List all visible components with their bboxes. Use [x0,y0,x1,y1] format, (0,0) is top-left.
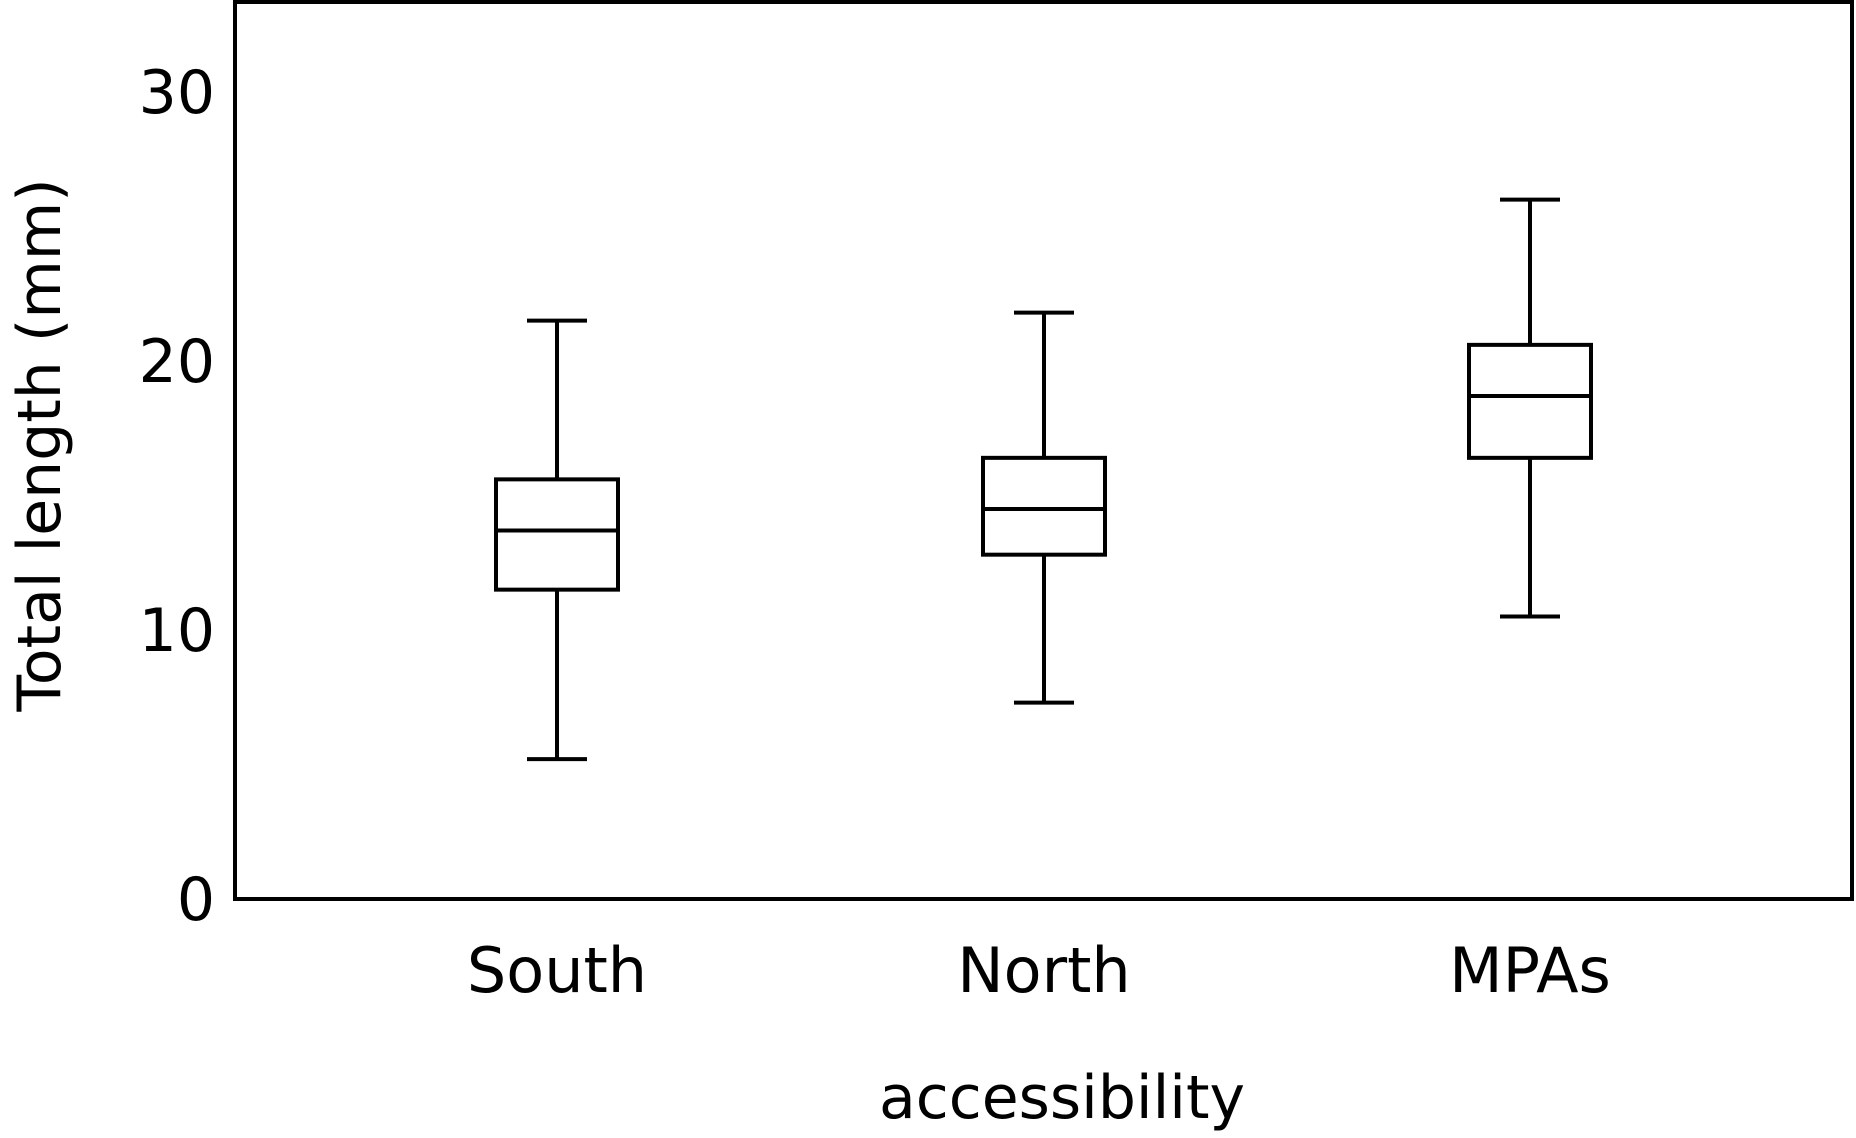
box-north [981,310,1107,705]
boxes-group [494,197,1593,762]
y-axis-ticks: 0 10 20 30 [139,58,215,935]
x-tick-label: MPAs [1449,934,1611,1007]
y-axis-title: Total length (mm) [5,178,75,712]
y-tick-label: 0 [177,865,215,935]
box-south [494,318,620,762]
interquartile-box [494,477,620,592]
plot-area-frame [233,0,1854,901]
y-tick-label: 30 [139,58,215,128]
y-tick-label: 10 [139,596,215,666]
x-tick-label: North [957,934,1130,1007]
x-axis-category-labels: South North MPAs [467,934,1611,1007]
interquartile-box [1467,342,1593,460]
x-axis-title: accessibility [879,1063,1245,1133]
box-mpas [1467,197,1593,619]
interquartile-box [981,455,1107,557]
y-tick-label: 20 [139,327,215,397]
x-tick-label: South [467,934,647,1007]
